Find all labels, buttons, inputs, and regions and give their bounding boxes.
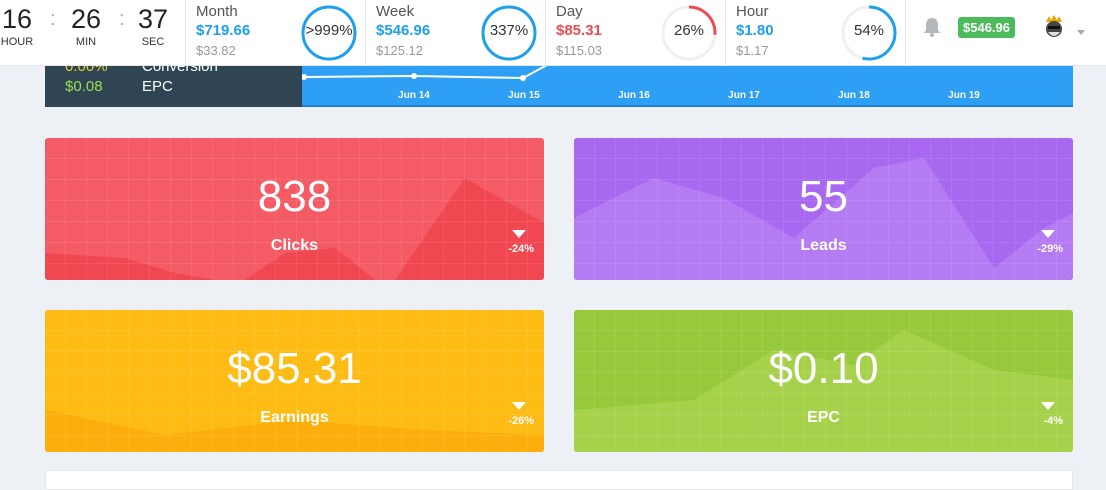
- x-tick-label: Jun 17: [728, 90, 760, 101]
- trend-down-icon: [512, 402, 526, 410]
- metric-label: Clicks: [270, 237, 319, 254]
- stat-week: Week $546.96 $125.12 337%: [365, 0, 545, 66]
- clock-separator: :: [50, 8, 56, 30]
- stat-title: Hour: [736, 3, 769, 20]
- trend-down-icon: [512, 230, 526, 238]
- stat-hour: Hour $1.80 $1.17 54%: [725, 0, 905, 66]
- x-tick-label: Jun 16: [618, 90, 650, 101]
- caret-down-icon[interactable]: [1077, 30, 1085, 35]
- progress-ring: [841, 5, 897, 61]
- stat-month: Month $719.66 $33.82 >999%: [185, 0, 365, 66]
- clock-sec: 37 SEC: [137, 4, 169, 48]
- metric-value: 838: [257, 172, 332, 221]
- epc-value: $0.08: [65, 78, 103, 95]
- progress-percent: >999%: [305, 22, 353, 39]
- stat-value: $1.80: [736, 22, 774, 39]
- metric-card-leads[interactable]: 55 Leads -29%: [574, 138, 1073, 280]
- trend-down-icon: [1041, 230, 1055, 238]
- progress-percent: 54%: [853, 22, 885, 39]
- stat-value: $85.31: [556, 22, 602, 39]
- metric-card-earnings[interactable]: $85.31 Earnings -26%: [45, 310, 544, 452]
- clock-separator: :: [119, 8, 125, 30]
- card-background-chart: [45, 310, 544, 452]
- clock-min: 26 MIN: [70, 4, 102, 48]
- progress-percent: 26%: [673, 22, 705, 39]
- x-tick-label: Jun 14: [398, 90, 430, 101]
- metric-value: $0.10: [768, 344, 879, 393]
- progress-percent: 337%: [489, 22, 529, 39]
- metric-label: Leads: [800, 237, 847, 254]
- trend-down-icon: [1041, 402, 1055, 410]
- metric-change: -4%: [1043, 415, 1063, 427]
- metric-change: -29%: [1037, 243, 1063, 255]
- avatar[interactable]: [1043, 14, 1065, 40]
- bell-icon[interactable]: [923, 17, 941, 37]
- stat-day: Day $85.31 $115.03 26%: [545, 0, 725, 66]
- stat-previous: $1.17: [736, 43, 769, 58]
- metric-card-clicks[interactable]: 838 Clicks -24%: [45, 138, 544, 280]
- bottom-panel: [45, 470, 1073, 490]
- clock-hour: 16 HOUR: [0, 4, 34, 48]
- stat-title: Month: [196, 3, 238, 20]
- stat-previous: $115.03: [556, 43, 603, 58]
- x-tick-label: Jun 19: [948, 90, 980, 101]
- header-right: $546.96: [905, 0, 1106, 66]
- metric-value: $85.31: [227, 344, 362, 393]
- progress-ring: [661, 5, 717, 61]
- metric-value: 55: [799, 172, 848, 221]
- stat-previous: $125.12: [376, 43, 423, 58]
- stat-title: Day: [556, 3, 583, 20]
- metric-change: -26%: [508, 415, 534, 427]
- metric-change: -24%: [508, 243, 534, 255]
- card-background-chart: [574, 310, 1073, 452]
- stat-value: $719.66: [196, 22, 251, 39]
- stat-title: Week: [376, 3, 415, 20]
- metric-label: Earnings: [260, 409, 329, 426]
- card-background-chart: [45, 138, 544, 280]
- stat-value: $546.96: [376, 22, 431, 39]
- epc-label: EPC: [142, 78, 173, 95]
- balance-badge[interactable]: $546.96: [958, 17, 1015, 38]
- clock: 16 HOUR : 26 MIN : 37 SEC: [0, 0, 185, 66]
- metric-label: EPC: [807, 409, 840, 426]
- card-background-chart: [574, 138, 1073, 280]
- x-tick-label: Jun 15: [508, 90, 540, 101]
- progress-ring: [481, 5, 537, 61]
- progress-ring: [301, 5, 357, 61]
- top-header: 16 HOUR : 26 MIN : 37 SEC Month $719.66 $33…: [0, 0, 1106, 66]
- chart-line: [302, 64, 548, 81]
- metric-card-epc[interactable]: $0.10 EPC -4%: [574, 310, 1073, 452]
- x-tick-label: Jun 18: [838, 90, 870, 101]
- stat-previous: $33.82: [196, 43, 236, 58]
